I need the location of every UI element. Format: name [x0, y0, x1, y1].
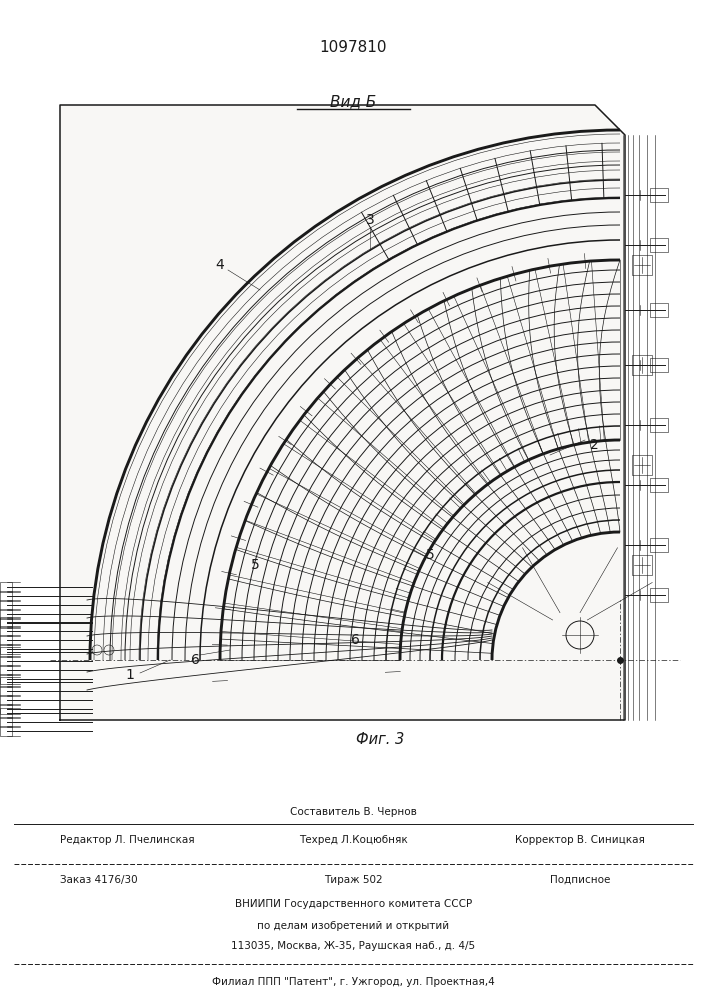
Text: 1: 1: [126, 668, 134, 682]
Bar: [0, 726, 12, 736]
Bar: [0, 616, 12, 626]
Text: Составитель В. Чернов: Составитель В. Чернов: [290, 807, 417, 817]
Bar: [0, 626, 12, 636]
Polygon shape: [60, 105, 625, 720]
Bar: [0, 647, 12, 657]
Text: Редактор Л. Пчелинская: Редактор Л. Пчелинская: [60, 835, 194, 845]
Text: 5: 5: [426, 548, 434, 562]
Bar: [650, 588, 668, 602]
Text: Фиг. 3: Фиг. 3: [356, 732, 404, 747]
Bar: [632, 555, 652, 575]
Text: 3: 3: [366, 213, 375, 227]
Bar: [650, 418, 668, 432]
Bar: [0, 704, 12, 714]
Text: 4: 4: [216, 258, 224, 272]
Text: Подписное: Подписное: [549, 875, 610, 885]
Bar: [0, 717, 12, 727]
Text: 6: 6: [191, 653, 199, 667]
Bar: [0, 644, 12, 654]
Text: 1097810: 1097810: [320, 40, 387, 55]
Bar: [632, 455, 652, 475]
Text: Филиал ППП "Патент", г. Ужгород, ул. Проектная,4: Филиал ППП "Патент", г. Ужгород, ул. Про…: [212, 977, 495, 987]
Bar: [0, 600, 12, 610]
Text: 5: 5: [250, 558, 259, 572]
Text: Вид Б: Вид Б: [330, 95, 377, 109]
Bar: [0, 674, 12, 684]
Bar: [650, 478, 668, 492]
Bar: [632, 355, 652, 375]
Bar: [650, 358, 668, 372]
Bar: [650, 188, 668, 202]
Bar: [0, 635, 12, 645]
Bar: [0, 582, 12, 592]
Bar: [0, 708, 12, 718]
Bar: [0, 695, 12, 705]
Bar: [650, 303, 668, 317]
Bar: [0, 656, 12, 666]
Bar: [0, 677, 12, 687]
Bar: [0, 686, 12, 696]
Bar: [632, 255, 652, 275]
Text: по делам изобретений и открытий: по делам изобретений и открытий: [257, 921, 450, 931]
Text: 6: 6: [351, 633, 359, 647]
Text: Заказ 4176/30: Заказ 4176/30: [60, 875, 138, 885]
Text: ВНИИПИ Государственного комитета СССР: ВНИИПИ Государственного комитета СССР: [235, 899, 472, 909]
Bar: [0, 618, 12, 628]
Text: Тираж 502: Тираж 502: [325, 875, 382, 885]
Text: Корректор В. Синицкая: Корректор В. Синицкая: [515, 835, 645, 845]
Text: 2: 2: [590, 438, 599, 452]
Bar: [650, 238, 668, 252]
Text: Техред Л.Коцюбняк: Техред Л.Коцюбняк: [299, 835, 408, 845]
Bar: [0, 609, 12, 619]
Bar: [650, 538, 668, 552]
Bar: [0, 665, 12, 675]
Bar: [0, 591, 12, 601]
Text: 113035, Москва, Ж-35, Раушская наб., д. 4/5: 113035, Москва, Ж-35, Раушская наб., д. …: [231, 941, 476, 951]
